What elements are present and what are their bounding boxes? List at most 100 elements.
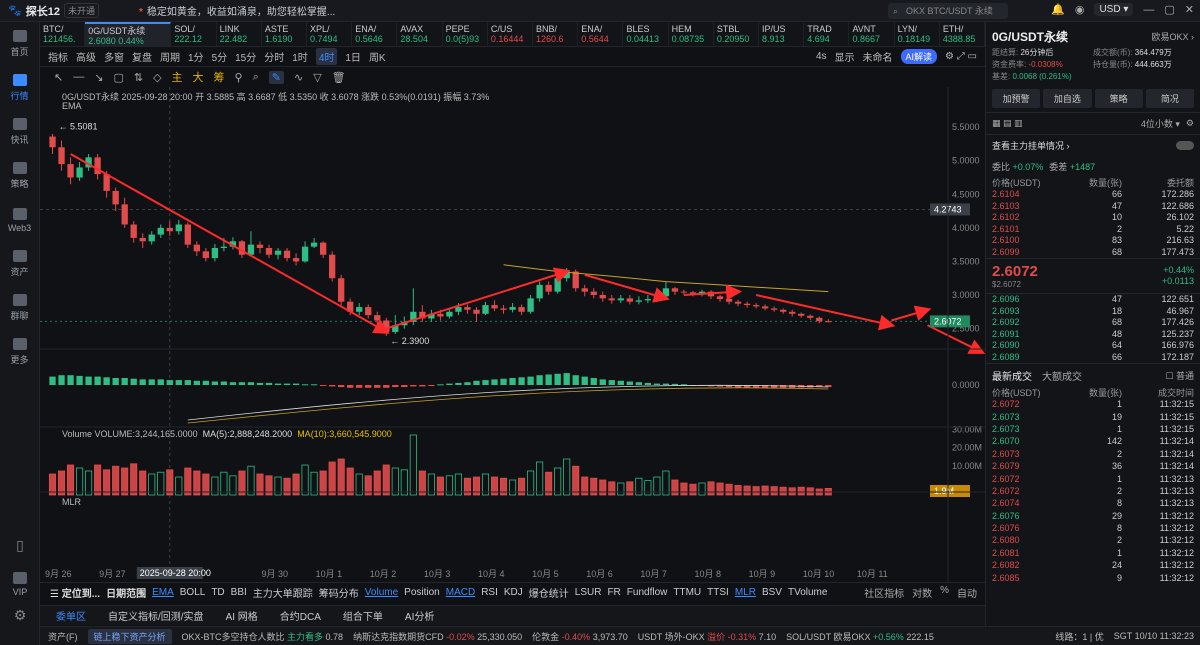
date-range-button[interactable]: 日期范围 [106, 589, 147, 600]
indicator-tab[interactable]: BSV [761, 587, 782, 598]
toolbar-item[interactable]: 1时 [292, 53, 308, 64]
toolbar-right-item[interactable]: 显示 [834, 53, 855, 64]
orderbook-layout-icon[interactable]: ▦ ▤ ▥ [992, 118, 1023, 128]
indicator-tab[interactable]: RSI [481, 587, 498, 598]
ticker-tab[interactable]: HEM 0.08735 [669, 22, 714, 46]
toolbar-item[interactable]: 分时 [264, 53, 285, 64]
ticker-tab[interactable]: AVNT 0.8667 [849, 22, 895, 46]
network-line[interactable]: 线路：1 | 优 [1055, 631, 1104, 642]
ask-row[interactable]: 2.6099 68 177.473 [992, 246, 1194, 257]
draw-tool[interactable]: 🗑 [331, 71, 346, 84]
indicator-tab[interactable]: BBI [230, 587, 247, 598]
ticker-tab[interactable]: IP/US 8.913 [759, 22, 805, 46]
bid-row[interactable]: 2.6096 47 122.651 [992, 294, 1194, 305]
toolbar-item[interactable]: 高级 [76, 53, 96, 64]
bell-icon[interactable]: 🔔 [1051, 4, 1065, 16]
sidebar-item-1[interactable]: 行情 [0, 66, 39, 110]
indicator-tab[interactable]: MLR [734, 587, 756, 598]
indicator-tab[interactable]: BOLL [179, 587, 206, 598]
sidebar-item-7[interactable]: 更多 [0, 330, 39, 374]
toolbar-item[interactable]: 多窗 [104, 53, 124, 64]
draw-tool[interactable]: 主 [171, 72, 183, 84]
draw-tool[interactable]: ▢ [113, 71, 124, 84]
toolbar-right-item[interactable]: 未命名 [862, 53, 893, 64]
ticker-tab[interactable]: XPL/0.7494 [307, 22, 353, 46]
asset-label[interactable]: 资产(F) [48, 631, 78, 642]
draw-tool[interactable]: ⇅ [133, 71, 144, 84]
settings-icon[interactable]: ⚙ [13, 607, 27, 623]
toolbar-right-item[interactable]: 4s [815, 51, 827, 62]
market-ticker[interactable]: 纳斯达克指数期货CFD -0.02% 25,330.050 [353, 631, 523, 642]
ticker-tab[interactable]: STBL 0.20950 [714, 22, 760, 46]
panel-tab[interactable]: AI 网格 [225, 612, 258, 623]
draw-tool[interactable]: ▽ [313, 71, 322, 84]
app-logo[interactable]: 🐾 探长12 [0, 3, 60, 19]
ticker-tab[interactable]: BTC/121456. [40, 22, 86, 46]
ask-row[interactable]: 2.6104 66 172.286 [992, 189, 1194, 200]
chart-option[interactable]: 对数 [912, 589, 933, 600]
toolbar-item[interactable]: 4时 [315, 48, 338, 65]
toolbar-item[interactable]: 指标 [48, 53, 68, 64]
ticker-tab[interactable]: LINK 22.482 [217, 22, 262, 46]
panel-tab[interactable]: AI分析 [404, 612, 435, 623]
draw-tool[interactable]: ✎ [268, 70, 284, 84]
currency-select[interactable]: USD ▾ [1094, 3, 1134, 16]
trade-tab[interactable]: 最新成交 [992, 371, 1032, 383]
whale-toggle[interactable] [1176, 141, 1194, 150]
close-icon[interactable]: ✕ [1184, 4, 1194, 16]
draw-tool[interactable]: ↘ [94, 71, 104, 84]
action-button[interactable]: 简况 [1145, 89, 1194, 108]
ticker-tab[interactable]: ASTE 1.6190 [262, 22, 308, 46]
toolbar-item[interactable]: 1日 [345, 53, 361, 64]
ticker-tab[interactable]: TRAD 4.694 [804, 22, 850, 46]
decimals-select[interactable]: 4位小数 ▾ [1140, 119, 1180, 129]
whale-orders-link[interactable]: 查看主力挂单情况 › [992, 141, 1070, 151]
market-ticker[interactable]: 伦敦金 -0.40% 3,973.70 [532, 631, 628, 642]
indicator-tab[interactable]: FR [607, 587, 621, 598]
draw-tool[interactable]: ↖ [54, 71, 64, 84]
sidebar-item-5[interactable]: 资产 [0, 242, 39, 286]
sidebar-item-3[interactable]: 策略 [0, 154, 39, 198]
toolbar-item[interactable]: 周K [368, 53, 386, 64]
search-input[interactable]: ⌕ OKX BTC/USDT 永续 [888, 3, 1008, 19]
toolbar-item[interactable]: 5分 [211, 53, 228, 64]
panel-tab[interactable]: 合约DCA [279, 612, 321, 623]
market-ticker[interactable]: OKX-BTC多空持仓人数比 主力看多 0.78 [181, 631, 344, 642]
maximize-icon[interactable]: ▢ [1164, 4, 1175, 16]
ticker-tab[interactable]: AVAX 28.504 [397, 22, 443, 46]
ticker-tab[interactable]: BNB/1260.6 [533, 22, 579, 46]
market-ticker[interactable]: SOL/USDT 欧易OKX +0.56% 222.15 [786, 631, 934, 642]
indicator-tab[interactable]: MACD [445, 587, 476, 598]
asset-analysis-button[interactable]: 链上稳下资产分析 [87, 628, 172, 644]
ticker-tab[interactable]: ETH/4388.85 [940, 22, 986, 46]
ticker-tab[interactable]: 0G/USDT永续 2.6080 0.44% [85, 22, 172, 46]
toolbar-item[interactable]: 15分 [235, 53, 257, 64]
ticker-tab[interactable]: BLES 0.04413 [623, 22, 669, 46]
draw-tool[interactable]: ∿ [293, 71, 304, 84]
sidebar-item-6[interactable]: 群聊 [0, 286, 39, 330]
sidebar-item-8[interactable]: VIP [0, 562, 40, 606]
ask-row[interactable]: 2.6100 83 216.63 [992, 235, 1194, 246]
chart-canvas[interactable]: 5.5000 5.0000 4.5000 4.0000 3.5000 3.0000 2.50… [40, 87, 985, 582]
ask-row[interactable]: 2.6101 2 5.22 [992, 223, 1194, 234]
draw-tool[interactable]: — [73, 71, 85, 83]
ask-row[interactable]: 2.6103 47 122.686 [992, 200, 1194, 211]
indicator-tab[interactable]: KDJ [503, 587, 523, 598]
chart-option[interactable]: % [940, 585, 949, 596]
indicator-tab[interactable]: Volume [364, 587, 399, 598]
indicator-tab[interactable]: TTMU [673, 587, 702, 598]
bid-row[interactable]: 2.6090 64 166.976 [992, 340, 1194, 351]
ask-row[interactable]: 2.6102 10 26.102 [992, 212, 1194, 223]
phone-icon[interactable]: ▯ [16, 537, 24, 553]
ticker-tab[interactable]: ENA/0.5646 [352, 22, 398, 46]
indicator-tab[interactable]: EMA [152, 587, 174, 598]
ticker-tab[interactable]: LYN/0.18149 [895, 22, 940, 46]
indicator-tab[interactable]: TD [211, 587, 225, 598]
action-button[interactable]: 策略 [1094, 89, 1143, 108]
indicator-tab[interactable]: 爆仓统计 [528, 589, 569, 600]
draw-tool[interactable]: ◇ [153, 71, 162, 84]
bid-row[interactable]: 2.6093 18 46.967 [992, 305, 1194, 316]
toolbar-item[interactable]: 复盘 [132, 53, 152, 64]
toolbar-item[interactable]: 1分 [188, 53, 204, 64]
bid-row[interactable]: 2.6089 66 172.187 [992, 351, 1194, 362]
